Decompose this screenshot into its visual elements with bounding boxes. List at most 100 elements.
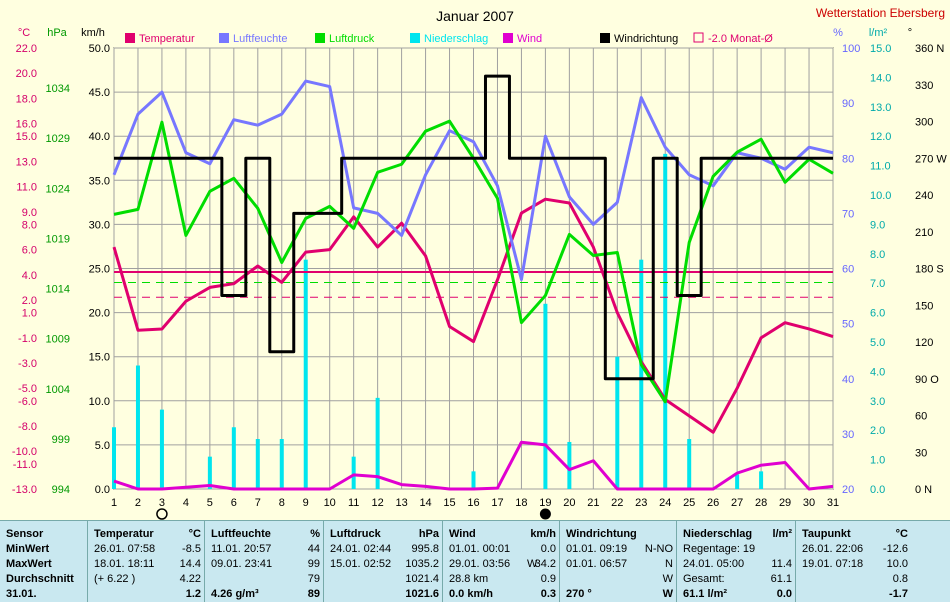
stats-header-label: Luftfeuchte <box>211 528 271 540</box>
stats-cell: 270 ° <box>566 588 592 600</box>
stats-cell: 18.01. 18:11 <box>94 558 155 570</box>
x-tick-label: 2 <box>135 497 141 509</box>
stats-header-label: Windrichtung <box>566 528 637 540</box>
rain-bar <box>543 303 548 489</box>
stats-header-unit: °C <box>895 528 908 540</box>
axis-tick-label: -5.0 <box>18 383 37 395</box>
axis-unit-label: °C <box>18 27 30 39</box>
stats-row: 31.01. <box>6 587 88 602</box>
axis-tick-label: 100 <box>842 43 860 55</box>
stats-cell: 24.01. 05:00 <box>683 558 745 570</box>
weather-chart: Januar 2007 Wetterstation Ebersberg Tempe… <box>12 6 947 520</box>
stats-cell: Durchschnitt <box>6 573 74 585</box>
axis-tick-label: 0 N <box>915 484 932 496</box>
stats-header: Niederschlag l/m² <box>683 527 796 542</box>
axis-tick-label: 60 <box>842 264 854 276</box>
legend-label: Windrichtung <box>614 33 678 45</box>
rain-bar <box>663 153 668 489</box>
axis-tick-label: 15.0 <box>870 43 891 55</box>
axis-tick-label: 12.0 <box>870 131 891 143</box>
stats-cell-value: 99 <box>307 558 320 570</box>
stats-header-label: Niederschlag <box>683 528 753 540</box>
axis-tick-label: 50 <box>842 319 854 331</box>
x-tick-label: 10 <box>324 497 336 509</box>
axis-unit-label: l/m² <box>869 27 888 39</box>
axis-tick-label: 0.0 <box>95 484 110 496</box>
stats-cell: (+ 6.22 ) <box>94 573 136 585</box>
stats-cell-value: -12.6 <box>882 543 908 555</box>
series-line-luftfeuchte <box>112 79 834 282</box>
stats-cell-value: 34.2 <box>534 558 556 570</box>
stats-cell: 01.01. 06:57 <box>566 558 628 570</box>
legend-label: Wind <box>517 33 542 45</box>
axis-tick-label: -1.0 <box>18 333 37 345</box>
stats-cell-value: 61.1 <box>770 573 792 585</box>
axis-tick-label: 20.0 <box>89 308 110 320</box>
stats-row: 15.01. 02:52 1035.2 <box>330 557 443 572</box>
stats-cell: MinWert <box>6 543 50 555</box>
stats-cell-value: N-NO <box>644 543 673 555</box>
stats-header: Luftdruck hPa <box>330 527 443 542</box>
axis-tick-label: 90 <box>842 98 854 110</box>
column-separator <box>676 521 677 602</box>
stats-row: 61.1 l/m² 0.0 <box>683 587 796 602</box>
stats-cell-value: 995.8 <box>411 543 439 555</box>
stats-column: Luftfeuchte% 11.01. 20:57 44 09.01. 23:41 99… <box>211 527 324 602</box>
x-tick-label: 27 <box>731 497 743 509</box>
stats-cell-value: 0.0 <box>776 588 792 600</box>
stats-header: Windrichtung <box>566 527 677 542</box>
x-tick-label: 4 <box>183 497 189 509</box>
x-tick-label: 19 <box>539 497 551 509</box>
legend-swatch <box>600 33 610 43</box>
axis-tick-label: -13.0 <box>12 484 37 496</box>
stats-cell: 61.1 l/m² <box>683 588 728 600</box>
axis-tick-label: 9.0 <box>22 207 37 219</box>
axis-tick-label: -11.0 <box>13 459 37 471</box>
stats-cell: 19.01. 07:18 <box>802 558 864 570</box>
axis-tick-label: 1.0 <box>870 455 885 467</box>
axis-tick-label: 5.0 <box>95 440 110 452</box>
stats-row: 11.01. 20:57 44 <box>211 542 324 557</box>
axis-tick-label: 45.0 <box>89 87 110 99</box>
stats-row: 18.01. 18:11 14.4 <box>94 557 205 572</box>
legend-label: Luftfeuchte <box>233 33 287 45</box>
stats-row: 01.01. 09:19 N-NO <box>566 542 677 557</box>
chart-title: Januar 2007 <box>436 8 514 24</box>
stats-row: 1.2 <box>94 587 205 602</box>
axis-tick-label: 16.0 <box>16 119 37 131</box>
stats-column: Wind km/h 01.01. 00:01 0.0 29.01. 03:56 W 34.2… <box>449 527 560 602</box>
stats-row: 1021.6 <box>330 587 443 602</box>
axis-unit-label: hPa <box>47 27 67 39</box>
rain-bar <box>231 427 236 489</box>
axis-tick-label: 60 <box>915 411 927 423</box>
stats-cell: Regentage: 19 <box>683 543 756 555</box>
axis-tick-label: 13.0 <box>870 102 891 114</box>
axis-tick-label: 5.0 <box>870 337 885 349</box>
series-line-windrichtung <box>114 74 833 381</box>
stats-header-label: Taupunkt <box>802 528 851 540</box>
x-tick-label: 26 <box>707 497 719 509</box>
axis-tick-label: 11.0 <box>870 161 891 173</box>
axis-tick-label: 20.0 <box>16 68 37 80</box>
column-separator <box>87 521 88 602</box>
axis-tick-label: 30 <box>842 429 854 441</box>
x-tick-label: 12 <box>372 497 384 509</box>
axis-tick-label: 240 <box>915 190 933 202</box>
legend-swatch <box>219 33 229 43</box>
x-tick-label: 9 <box>303 497 309 509</box>
stats-row: 26.01. 22:06 -12.6 <box>802 542 912 557</box>
stats-row: 79 <box>211 572 324 587</box>
rain-bar <box>615 356 620 489</box>
stats-cell-value: 10.0 <box>886 558 908 570</box>
stats-cell: 31.01. <box>6 588 37 600</box>
stats-cell: 29.01. 03:56 <box>449 558 511 570</box>
stats-column: Luftdruck hPa 24.01. 02:44 995.8 15.01. 02:5… <box>330 527 443 602</box>
rain-bar <box>207 456 212 489</box>
axis-tick-label: 14.0 <box>870 72 891 84</box>
stats-header-unit: °C <box>188 528 201 540</box>
x-tick-label: 11 <box>348 497 359 509</box>
axis-tick-label: 994 <box>52 484 70 496</box>
rain-bar <box>112 427 116 489</box>
column-separator <box>442 521 443 602</box>
full-moon-icon <box>156 508 168 520</box>
